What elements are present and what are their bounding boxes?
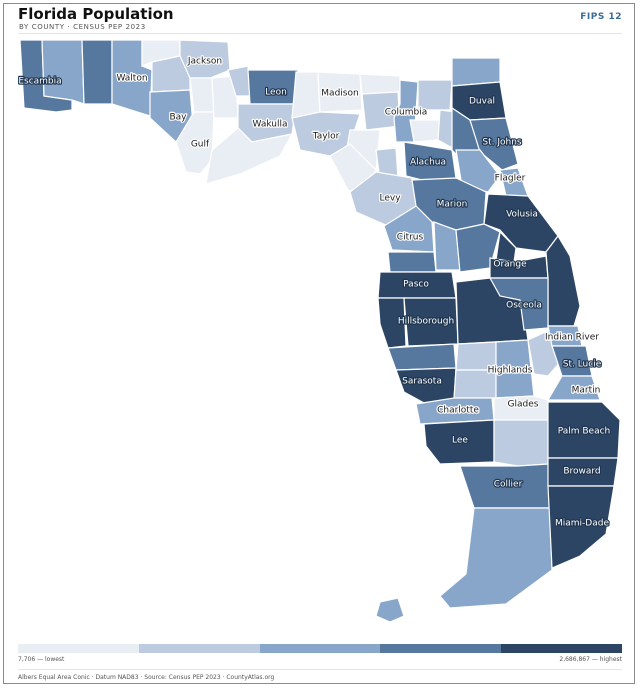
county-manatee[interactable] xyxy=(387,343,457,371)
county-label-alachua: Alachua xyxy=(410,158,446,168)
county-palm-beach[interactable] xyxy=(547,401,621,459)
county-label-orange: Orange xyxy=(493,260,527,270)
county-label-indian-river: Indian River xyxy=(545,333,599,343)
county-label-st-lucie: St. Lucie xyxy=(563,360,602,370)
county-label-flagler: Flagler xyxy=(495,174,526,184)
county-label-highlands: Highlands xyxy=(488,366,533,376)
county-label-osceola: Osceola xyxy=(506,301,542,311)
county-hendry[interactable] xyxy=(493,419,549,467)
legend-high-label: 2,686,867 — highest xyxy=(559,656,622,663)
county-label-st-johns: St. Johns xyxy=(482,138,522,148)
county-label-gulf: Gulf xyxy=(191,140,210,150)
footer-credit: Albers Equal Area Conic · Datum NAD83 · … xyxy=(18,674,275,681)
county-lee[interactable] xyxy=(423,419,495,465)
county-label-charlotte: Charlotte xyxy=(437,406,479,416)
county-hernando[interactable] xyxy=(387,251,437,273)
county-santa-rosa[interactable] xyxy=(41,39,85,105)
county-label-hillsborough: Hillsborough xyxy=(398,317,454,327)
county-label-levy: Levy xyxy=(379,194,401,204)
legend-low-label: 7,706 — lowest xyxy=(18,656,65,663)
county-madison[interactable] xyxy=(317,71,363,113)
county-union[interactable] xyxy=(409,119,441,143)
county-label-volusia: Volusia xyxy=(506,210,538,220)
county-label-broward: Broward xyxy=(563,467,600,477)
county-label-columbia: Columbia xyxy=(385,108,428,118)
county-label-walton: Walton xyxy=(116,74,147,84)
county-label-collier: Collier xyxy=(494,480,523,490)
legend-class-3 xyxy=(259,644,381,653)
county-label-wakulla: Wakulla xyxy=(253,120,288,130)
county-label-sarasota: Sarasota xyxy=(402,377,442,387)
legend-bar xyxy=(18,644,622,653)
legend-class-5 xyxy=(501,644,622,653)
county-nassau[interactable] xyxy=(451,57,501,87)
county-st-johns[interactable] xyxy=(469,117,519,171)
county-jefferson[interactable] xyxy=(291,71,321,119)
county-label-escambia: Escambia xyxy=(18,77,61,87)
map-title: Florida Population xyxy=(18,5,174,23)
county-label-madison: Madison xyxy=(321,89,358,99)
county-label-pasco: Pasco xyxy=(403,280,429,290)
label-layer: Escambia Walton Jackson Bay Gulf Leon Wakulla M… xyxy=(17,55,611,529)
county-label-glades: Glades xyxy=(508,400,539,410)
county-monroe[interactable] xyxy=(375,507,553,623)
county-label-miami-dade: Miami-Dade xyxy=(555,519,609,529)
county-label-marion: Marion xyxy=(437,200,468,210)
fips-code: FIPS 12 xyxy=(580,12,622,22)
county-osceola[interactable] xyxy=(488,277,549,331)
legend-class-1 xyxy=(18,644,139,653)
county-okaloosa[interactable] xyxy=(81,39,113,105)
county-label-lee: Lee xyxy=(452,436,468,446)
county-label-jackson: Jackson xyxy=(187,57,222,67)
county-charlotte[interactable] xyxy=(415,397,495,425)
county-citrus[interactable] xyxy=(383,205,435,253)
county-lake[interactable] xyxy=(455,223,501,273)
county-label-palm-beach: Palm Beach xyxy=(558,427,611,437)
county-franklin[interactable] xyxy=(205,127,294,185)
county-label-taylor: Taylor xyxy=(312,132,340,142)
county-miami-dade[interactable] xyxy=(547,485,615,569)
county-calhoun[interactable] xyxy=(189,77,215,113)
county-brevard[interactable] xyxy=(545,234,581,327)
county-label-leon: Leon xyxy=(265,88,287,98)
county-baker[interactable] xyxy=(417,79,453,111)
county-label-duval: Duval xyxy=(469,97,495,107)
county-label-citrus: Citrus xyxy=(397,233,424,243)
county-label-martin: Martin xyxy=(572,386,601,396)
county-layer xyxy=(19,39,621,623)
legend-class-4 xyxy=(380,644,502,653)
map-subtitle: BY COUNTY · CENSUS PEP 2023 xyxy=(19,23,146,31)
county-hamilton[interactable] xyxy=(359,73,401,95)
footer-divider xyxy=(18,669,622,670)
county-label-bay: Bay xyxy=(169,113,187,123)
legend-class-2 xyxy=(138,644,260,653)
header-divider xyxy=(18,33,622,34)
county-martin[interactable] xyxy=(546,375,601,401)
